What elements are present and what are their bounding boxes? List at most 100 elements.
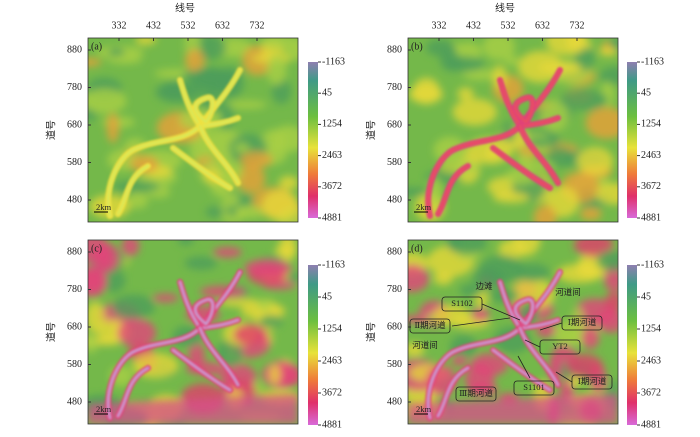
y-axis-label: 道号 [364,322,377,342]
colorbar [627,62,637,218]
channel-core [491,348,552,392]
panel-label: (d) [411,243,423,254]
annotation: S1101 [523,382,544,392]
annotation-leader [539,322,563,331]
texture-blob [446,240,488,255]
texture-blob [470,353,509,377]
texture-blob [408,187,430,197]
texture-blob [205,206,225,218]
channel-core [498,280,522,330]
texture-blob [88,301,106,333]
channel-core [518,326,560,387]
y-tick-label: 680 [387,321,402,332]
annotation-box [513,380,555,396]
texture-blob [576,147,614,176]
panel: (c) 2km 880 780 680 580 480 道号 -1163 45 1254 2463 36… [44,239,345,430]
texture-blob [425,39,456,57]
annotation: Ⅰ期河道 [578,376,607,386]
colorbar-tick-label: 4881 [322,419,342,430]
channel-core [171,146,232,190]
channel-core [518,124,560,185]
y-tick-label: 480 [387,396,402,407]
scale-label: 2km [416,202,432,212]
scale-label: 2km [96,404,112,414]
annotation: 边滩 [475,281,493,291]
x-tick-label: 632 [215,20,230,31]
texture-blob [233,323,267,345]
channels [425,67,563,219]
texture-blob [560,89,608,111]
channel-core [518,116,560,128]
texture-blob [223,191,240,208]
texture-blob [213,247,242,258]
texture-blob [261,189,298,221]
colorbar-tick-label: 1254 [641,323,661,334]
map [88,38,298,222]
texture-blob [92,242,120,274]
texture-blob [451,355,468,367]
colorbar-tick-label: 3672 [322,387,342,398]
texture-blob [579,207,602,221]
texture-blob [88,57,102,67]
texture-blob [287,270,298,284]
texture-blob [219,298,262,307]
texture-blob [266,54,287,86]
bottom-band [88,394,298,424]
annotation-leader [555,371,573,383]
texture-blob [504,55,520,66]
annotation-leader [524,339,541,348]
colorbar-tick-label: -1163 [322,56,345,67]
channels [425,269,563,421]
y-tick-label: 580 [67,359,82,370]
channel-core [194,96,214,124]
texture-blob [433,272,453,286]
colorbar [308,62,318,218]
panel-label: (b) [411,41,423,52]
y-tick-label: 880 [387,44,402,55]
annotation-leader [451,317,511,327]
y-tick-label: 680 [67,321,82,332]
channel-core [436,366,470,418]
x-tick-label: 732 [570,20,585,31]
texture-blob [184,256,218,271]
texture-blob [199,285,246,298]
texture-blob [177,240,195,246]
texture-blob [413,77,440,105]
channel-core [107,326,202,420]
texture-blob [131,155,159,174]
texture-blob [408,342,425,357]
texture-blob [482,38,516,61]
annotation: 河道间 [555,287,581,297]
texture-blob [457,87,474,101]
texture-blob [152,293,179,303]
channel-core [514,96,534,124]
panel-label: (a) [91,41,102,52]
channel-core [198,318,240,330]
texture-blob [234,143,250,153]
texture-blob [456,42,482,61]
channel-core [116,366,150,418]
x-axis-label: 线号 [175,1,195,14]
texture-blob [566,354,603,378]
map [408,240,618,424]
colorbar-tick-label: 45 [641,87,651,98]
texture-blob [574,46,595,71]
y-tick-label: 480 [67,396,82,407]
texture-blob [111,294,156,320]
panel: (a) 2km 880 780 680 580 480 道号 332 432 532 632 732 线号… [44,1,345,223]
texture-blob [107,55,143,64]
texture-blob [100,268,126,293]
texture-blob [112,180,160,193]
colorbar-tick-label: 4881 [322,212,342,223]
texture-blob [575,260,599,277]
bottom-band [408,394,618,424]
channel-core [198,116,240,128]
annotation: Ⅰ期河道 [568,317,597,327]
channel-core [198,124,240,185]
colorbar-tick-label: 3672 [322,181,342,192]
y-axis-label: 道号 [364,120,377,140]
colorbar-tick-label: 3672 [641,181,661,192]
texture-blob [108,47,125,58]
texture-blob [493,192,530,203]
map [88,240,298,424]
